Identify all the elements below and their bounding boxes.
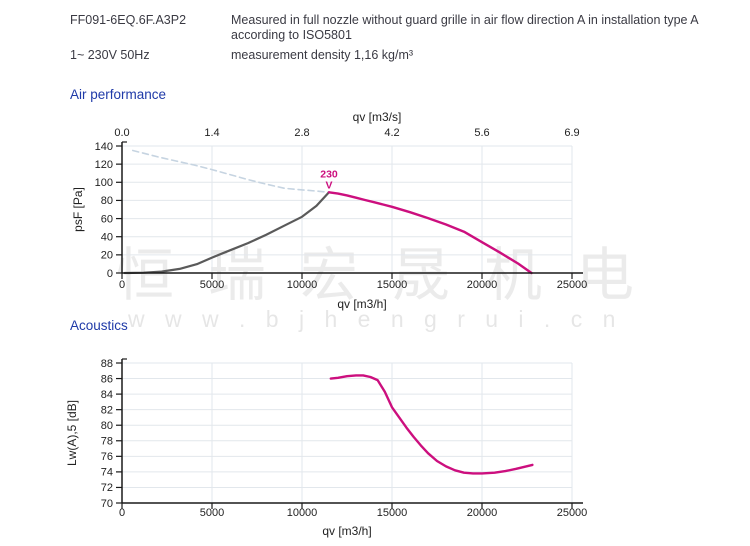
x-axis-top-tick-label: 4.2 [384, 127, 399, 139]
y-axis-title: psF [Pa] [71, 187, 85, 232]
x-axis-tick-label: 25000 [557, 507, 588, 519]
x-axis-tick-label: 10000 [287, 507, 318, 519]
curve-sound-power-level-230V [329, 374, 534, 475]
y-axis-tick-label: 70 [101, 498, 113, 510]
x-axis-tick-label: 5000 [200, 279, 224, 291]
x-axis-tick-label: 20000 [467, 507, 498, 519]
power-supply-rating: 1~ 230V 50Hz [70, 48, 150, 62]
x-axis-tick-label: 20000 [467, 279, 498, 291]
measurement-density-note: measurement density 1,16 kg/m³ [231, 48, 414, 62]
x-axis-tick-label: 5000 [200, 507, 224, 519]
watermark-url-text: w w w . b j h e n g r u i . c n [128, 306, 623, 332]
x-axis-tick-label: 15000 [377, 507, 408, 519]
curve-fan-curve-230V [327, 191, 533, 275]
y-axis-tick-label: 78 [101, 436, 113, 448]
watermark-cjk-text: 恒瑞宏晟机电 [116, 243, 669, 308]
x-axis-tick-label: 0 [119, 279, 125, 291]
y-axis-tick-label: 84 [101, 389, 113, 401]
x-axis-title: qv [m3/h] [337, 297, 386, 311]
x-axis-tick-label: 15000 [377, 279, 408, 291]
curve-fan-curve-rising [123, 191, 331, 275]
x-axis-top-tick-label: 6.9 [564, 127, 579, 139]
y-axis-tick-label: 120 [95, 159, 113, 171]
measurement-note: Measured in full nozzle without guard gr… [231, 13, 698, 42]
y-axis-title: Lw(A),5 [dB] [65, 400, 79, 466]
x-axis-top-title: qv [m3/s] [353, 110, 402, 124]
y-axis-tick-label: 100 [95, 177, 113, 189]
y-axis-tick-label: 140 [95, 141, 113, 153]
x-axis-top-tick-label: 5.6 [474, 127, 489, 139]
y-axis-tick-label: 76 [101, 451, 113, 463]
curve-system-limit-dashed [132, 149, 330, 194]
y-axis-tick-label: 88 [101, 358, 113, 370]
y-axis-tick-label: 80 [101, 195, 113, 207]
y-axis-tick-label: 82 [101, 404, 113, 416]
x-axis-top-tick-label: 1.4 [204, 127, 219, 139]
section-title-acoustics: Acoustics [70, 318, 128, 333]
y-axis-tick-label: 0 [107, 268, 113, 280]
voltage-annotation-label: V [325, 179, 332, 191]
y-axis-tick-label: 72 [101, 482, 113, 494]
y-axis-tick-label: 74 [101, 467, 113, 479]
x-axis-tick-label: 10000 [287, 279, 318, 291]
x-axis-title: qv [m3/h] [322, 524, 371, 538]
y-axis-tick-label: 80 [101, 420, 113, 432]
y-axis-tick-label: 20 [101, 250, 113, 262]
x-axis-tick-label: 25000 [557, 279, 588, 291]
acoustics-chart: 70 72 74 76 78 80 82 84 86 88 0 5000 10000 15000 20000… [65, 358, 588, 538]
y-axis-tick-label: 40 [101, 232, 113, 244]
section-title-air-performance: Air performance [70, 87, 167, 102]
x-axis-top-tick-label: 0.0 [114, 127, 129, 139]
voltage-annotation-label: 230 [320, 168, 338, 180]
y-axis-tick-label: 60 [101, 213, 113, 225]
y-axis-tick-label: 86 [101, 373, 113, 385]
air-performance-chart: 0 20 40 60 80 100 120 140 0 5000 10000 15000 20000 25… [71, 110, 588, 311]
x-axis-top-tick-label: 2.8 [294, 127, 309, 139]
product-code: FF091-6EQ.6F.A3P2 [70, 13, 187, 27]
x-axis-tick-label: 0 [119, 507, 125, 519]
